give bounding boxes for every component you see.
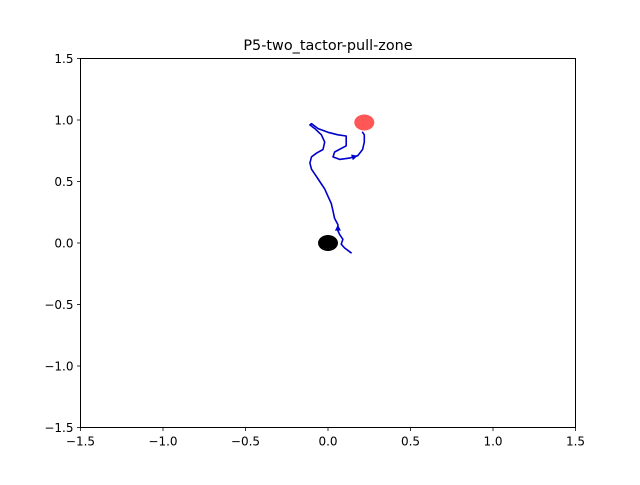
y-axis: −1.5 −1.0 −0.5 0.0 0.5 1.0 1.5 (44, 52, 81, 435)
target-marker (354, 114, 375, 131)
y-tick-label: 0.0 (54, 236, 73, 250)
plot-content (309, 114, 375, 254)
chart-title: P5-two_tactor-pull-zone (243, 38, 412, 54)
x-tick-label: −1.5 (66, 435, 95, 449)
y-tick-label: 0.5 (54, 175, 73, 189)
y-tick-label: −1.0 (44, 359, 73, 373)
direction-arrow (334, 224, 341, 231)
y-tick-label: −1.5 (44, 421, 73, 435)
start-marker (318, 235, 338, 251)
x-tick-label: −1.0 (148, 435, 177, 449)
x-tick-label: −0.5 (231, 435, 260, 449)
y-tick-label: 1.5 (54, 52, 73, 66)
x-tick-label: 0.0 (318, 435, 337, 449)
x-tick-label: 1.0 (483, 435, 502, 449)
x-axis: −1.5 −1.0 −0.5 0.0 0.5 1.0 1.5 (66, 427, 585, 449)
y-tick-label: 1.0 (54, 113, 73, 127)
direction-arrow (351, 154, 358, 161)
y-tick-label: −0.5 (44, 298, 73, 312)
x-tick-label: 0.5 (401, 435, 420, 449)
x-tick-label: 1.5 (566, 435, 585, 449)
trajectory-line (309, 122, 366, 254)
